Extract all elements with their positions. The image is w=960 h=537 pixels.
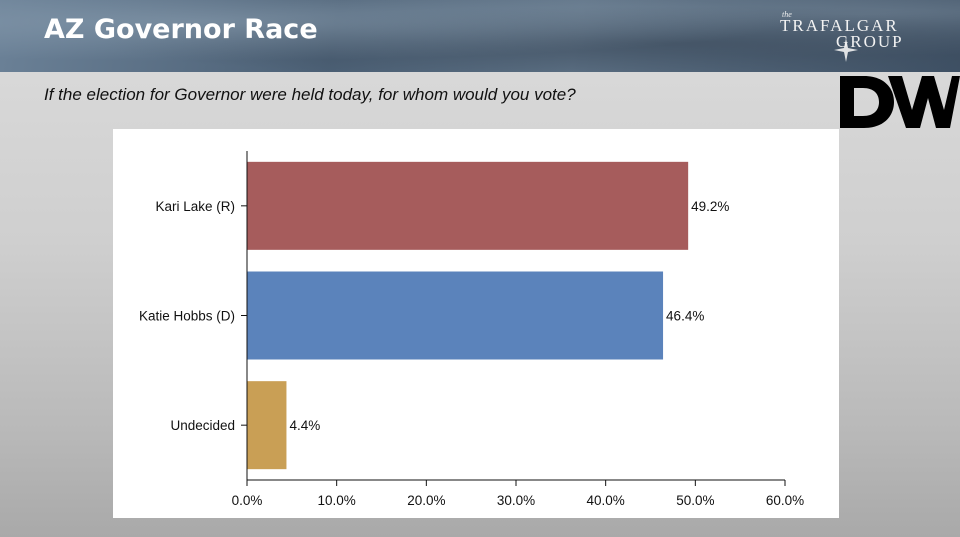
value-label-0: 49.2% [691, 199, 729, 214]
x-tick-label-6: 60.0% [766, 493, 804, 508]
trafalgar-logo-line2: GROUP [836, 32, 904, 51]
x-tick-label-4: 40.0% [587, 493, 625, 508]
value-label-1: 46.4% [666, 309, 704, 324]
value-label-2: 4.4% [289, 418, 320, 433]
trafalgar-logo-the: the [782, 10, 792, 19]
dw-logo [840, 76, 960, 128]
x-tick-label-0: 0.0% [232, 493, 263, 508]
trafalgar-logo-line1: TRAFALGAR [780, 16, 899, 35]
bar-1 [247, 271, 664, 360]
x-tick-label-5: 50.0% [676, 493, 714, 508]
category-label-0: Kari Lake (R) [155, 199, 235, 214]
trafalgar-group-logo: the TRAFALGAR GROUP [776, 10, 926, 65]
x-tick-label-2: 20.0% [407, 493, 445, 508]
compass-icon [834, 38, 858, 62]
category-label-1: Katie Hobbs (D) [139, 309, 235, 324]
x-tick-label-3: 30.0% [497, 493, 535, 508]
bar-0 [247, 161, 689, 250]
header-banner: AZ Governor Race the TRAFALGAR GROUP [0, 0, 960, 72]
bar-chart: Kari Lake (R) 49.2% Katie Hobbs (D) 46.4% Un… [113, 129, 839, 518]
poll-question: If the election for Governor were held t… [44, 85, 576, 104]
page-title: AZ Governor Race [44, 14, 318, 45]
category-label-2: Undecided [170, 418, 235, 433]
x-tick-label-1: 10.0% [318, 493, 356, 508]
chart-svg: Kari Lake (R) 49.2% Katie Hobbs (D) 46.4% Un… [139, 151, 804, 508]
bar-2 [247, 381, 287, 470]
